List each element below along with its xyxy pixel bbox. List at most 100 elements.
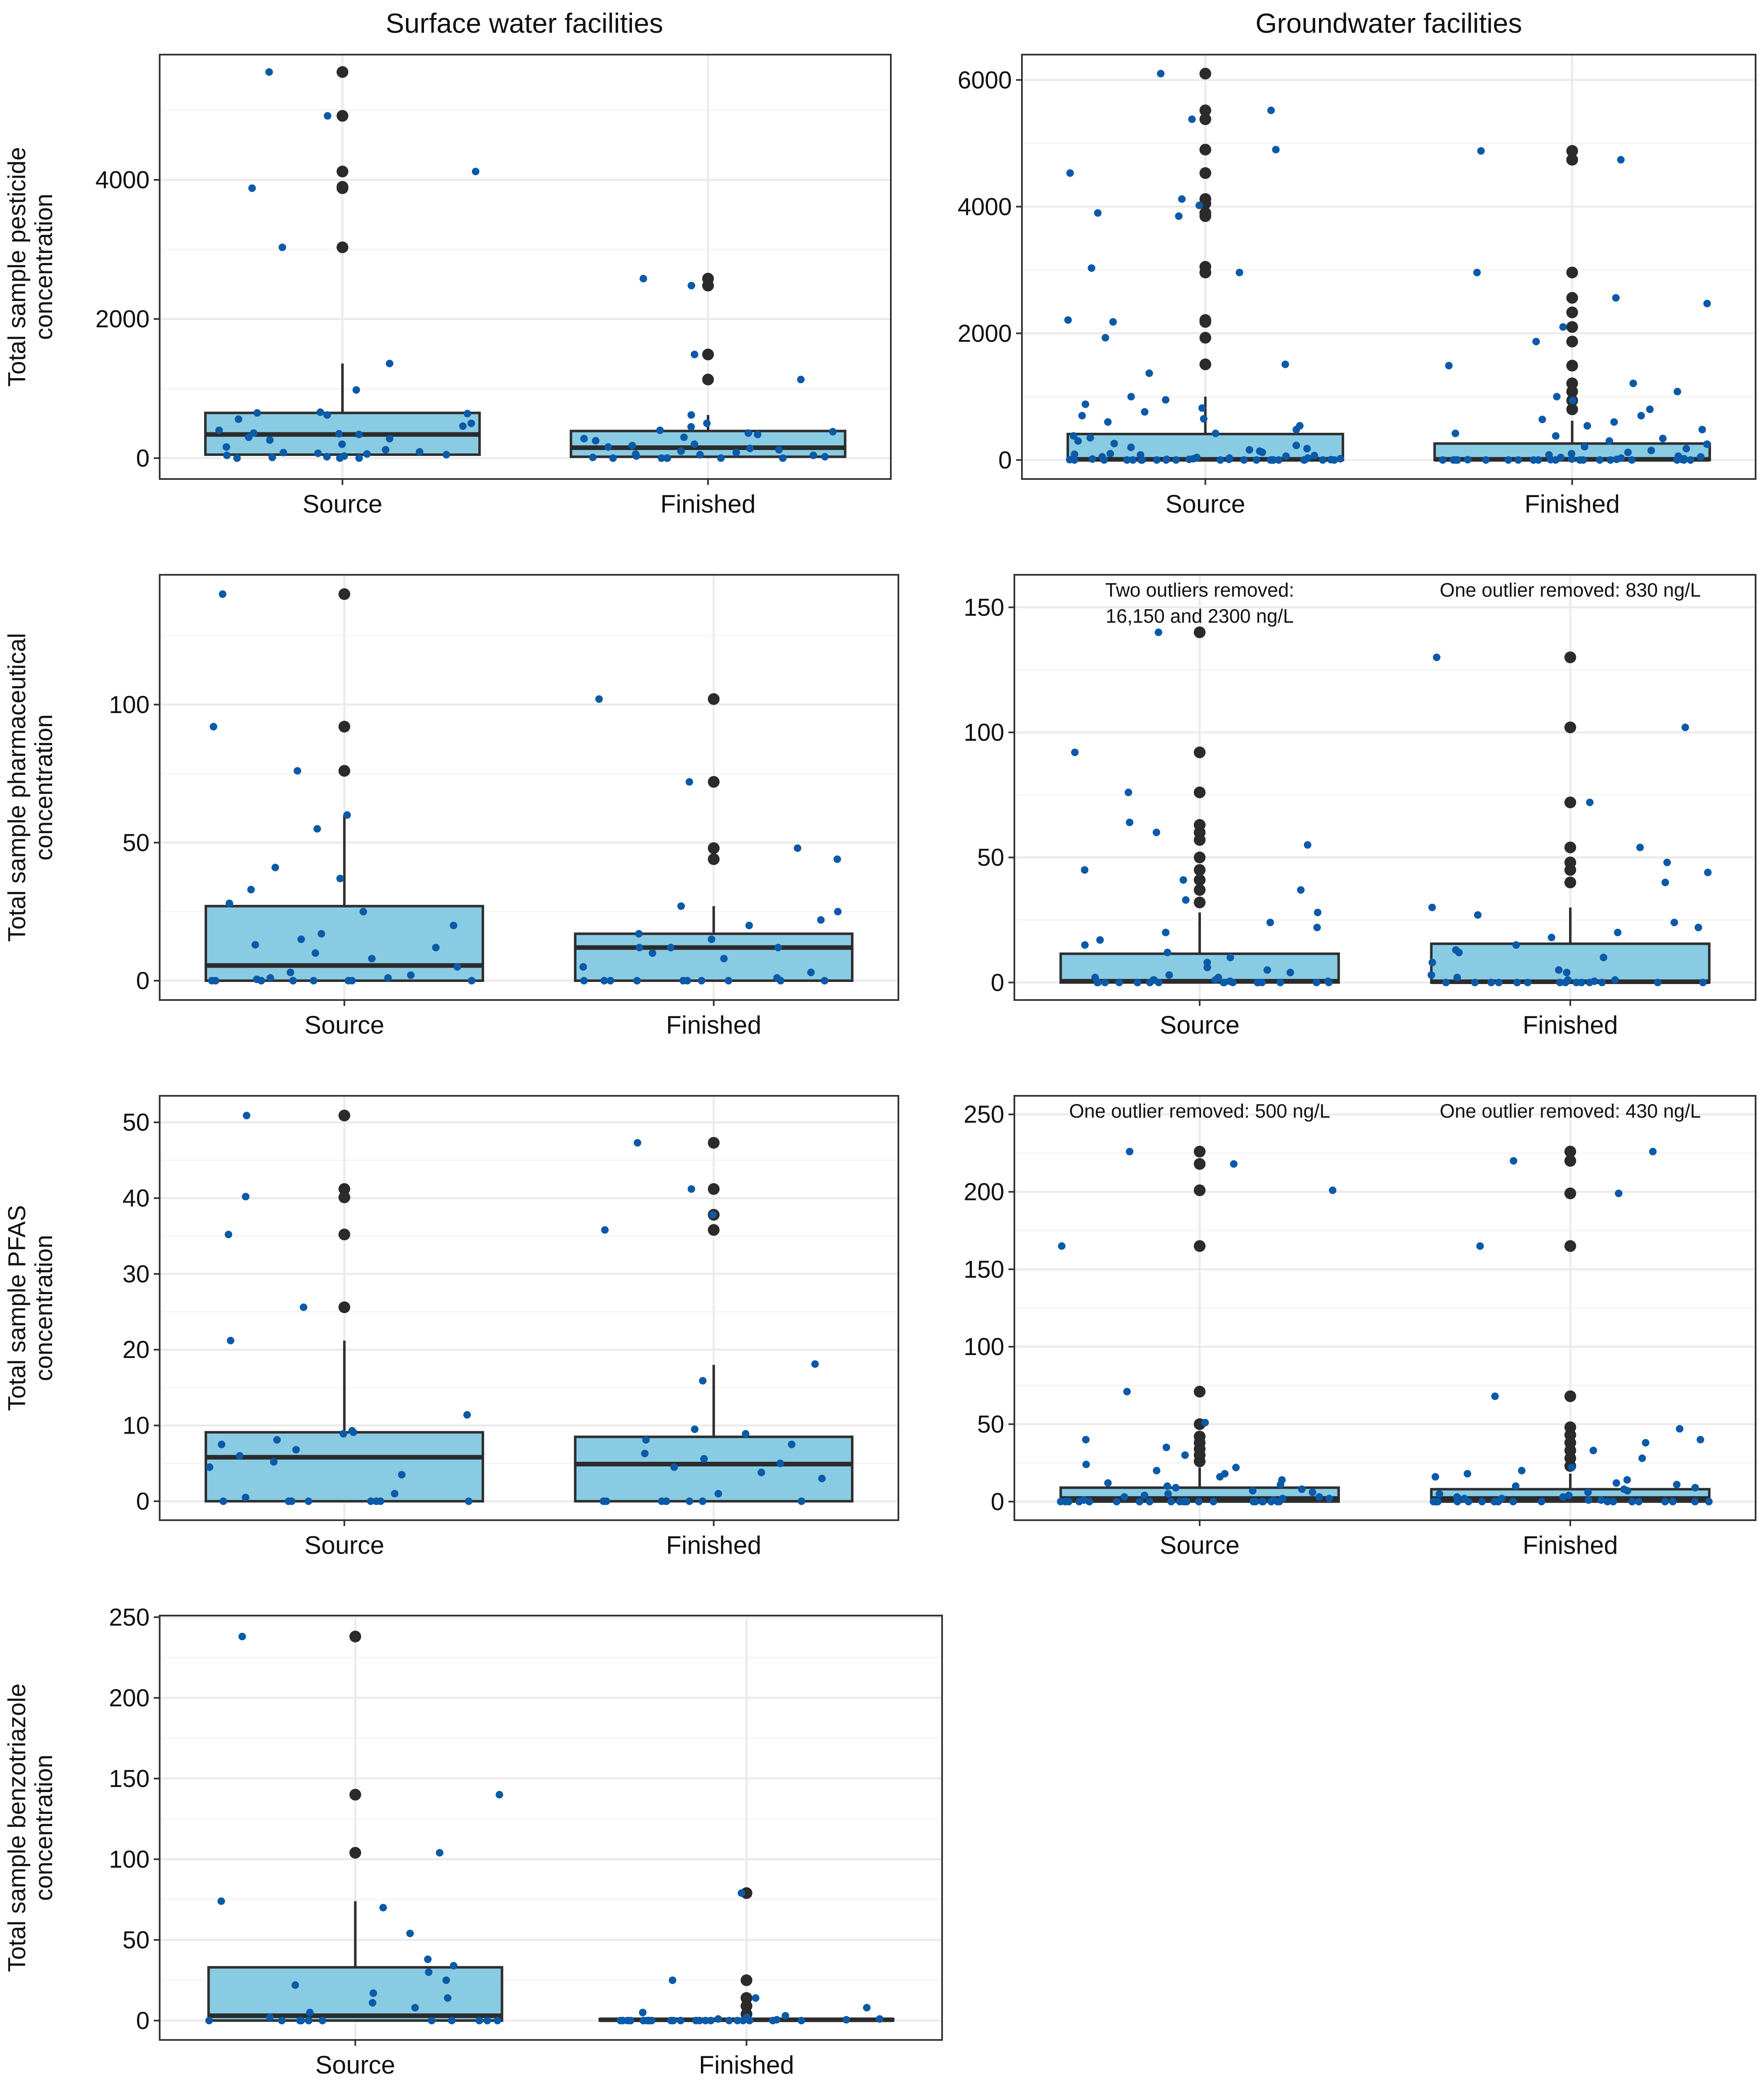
jitter-point (679, 977, 687, 984)
outlier-point (708, 1224, 720, 1236)
jitter-point (1687, 456, 1695, 464)
jitter-point (323, 453, 331, 461)
y-tick-label: 30 (122, 1261, 150, 1288)
jitter-point (1642, 1439, 1650, 1447)
jitter-point (1637, 412, 1645, 420)
jitter-point (876, 2015, 884, 2023)
jitter-point (737, 1889, 745, 1897)
jitter-point (1661, 879, 1669, 887)
jitter-point (251, 941, 259, 949)
jitter-point (1603, 1497, 1611, 1505)
jitter-point (224, 1231, 232, 1239)
jitter-point (266, 2013, 274, 2021)
outlier-point (1566, 266, 1578, 279)
jitter-point (1172, 1484, 1180, 1492)
outlier-point (708, 693, 720, 705)
jitter-point (253, 975, 261, 983)
jitter-point (1162, 929, 1170, 937)
jitter-point (1583, 422, 1591, 430)
jitter-point (732, 449, 740, 457)
jitter-point (340, 452, 348, 460)
jitter-point (1698, 426, 1706, 434)
jitter-point (1198, 404, 1206, 412)
jitter-point (463, 410, 471, 418)
x-category-label: Finished (699, 2051, 794, 2079)
jitter-point (266, 436, 274, 444)
jitter-point (658, 1497, 666, 1505)
x-category-label: Source (1160, 1531, 1240, 1559)
series-source (204, 588, 484, 984)
jitter-point (595, 695, 603, 703)
jitter-point (340, 1430, 348, 1438)
jitter-point (1568, 1463, 1576, 1471)
jitter-point (1504, 456, 1512, 464)
jitter-point (1509, 1157, 1517, 1165)
outlier-point (338, 1109, 350, 1121)
jitter-point (1254, 979, 1262, 987)
jitter-point (245, 433, 253, 441)
jitter-point (818, 1474, 826, 1482)
panel-sw-pfas: 0 10 20 30 40 50 Source Finished Total sample PF… (3, 1095, 899, 1559)
box-iqr (1430, 942, 1711, 984)
jitter-point (635, 930, 643, 938)
jitter-point (1074, 437, 1082, 445)
y-tick-label: 150 (964, 1256, 1004, 1283)
jitter-point (471, 168, 479, 176)
jitter-point (667, 2016, 675, 2024)
jitter-point (1303, 445, 1311, 453)
jitter-point (363, 450, 371, 458)
jitter-point (703, 419, 711, 427)
jitter-point (1145, 1497, 1153, 1505)
jitter-point (242, 1111, 250, 1119)
jitter-point (1153, 829, 1161, 837)
jitter-point (432, 944, 440, 952)
jitter-point (1649, 1147, 1657, 1155)
jitter-point (687, 423, 695, 431)
jitter-point (386, 360, 394, 368)
jitter-point (268, 453, 276, 461)
jitter-point (720, 955, 728, 963)
jitter-point (1617, 454, 1625, 462)
jitter-point (219, 590, 226, 598)
jitter-point (1181, 1451, 1189, 1459)
jitter-point (774, 944, 782, 952)
jitter-point (1564, 976, 1572, 984)
jitter-point (1432, 653, 1440, 661)
jitter-point (773, 974, 781, 982)
panel-background (1022, 55, 1756, 479)
jitter-point (1586, 798, 1594, 806)
jitter-point (1286, 968, 1294, 976)
jitter-point (1449, 456, 1457, 464)
jitter-point (1617, 156, 1625, 164)
jitter-point (236, 1452, 244, 1460)
jitter-point (1565, 1492, 1573, 1500)
jitter-point (270, 1458, 278, 1466)
jitter-point (305, 1497, 313, 1505)
jitter-point (1324, 977, 1332, 985)
annotation-note: One outlier removed: 830 ng/L (1440, 579, 1701, 601)
jitter-point (1315, 1493, 1323, 1501)
outlier-point (702, 273, 714, 285)
jitter-point (1552, 432, 1560, 440)
jitter-point (1681, 724, 1689, 732)
jitter-point (1471, 979, 1479, 987)
jitter-point (319, 2016, 326, 2024)
jitter-point (1126, 1147, 1134, 1155)
jitter-point (696, 451, 704, 459)
jitter-point (1495, 979, 1503, 987)
jitter-point (1167, 1497, 1175, 1505)
jitter-point (834, 908, 842, 916)
outlier-point (708, 853, 720, 865)
jitter-point (367, 1497, 375, 1505)
jitter-point (376, 1497, 384, 1505)
jitter-point (1314, 908, 1322, 916)
jitter-point (1088, 455, 1096, 463)
jitter-point (1514, 456, 1522, 464)
series-finished (1430, 1145, 1713, 1505)
jitter-point (1101, 334, 1109, 342)
jitter-point (1654, 979, 1662, 987)
jitter-point (1165, 971, 1173, 979)
y-axis-label: Total sample PFAS (3, 1205, 31, 1411)
jitter-point (382, 446, 390, 454)
jitter-point (1178, 195, 1186, 203)
